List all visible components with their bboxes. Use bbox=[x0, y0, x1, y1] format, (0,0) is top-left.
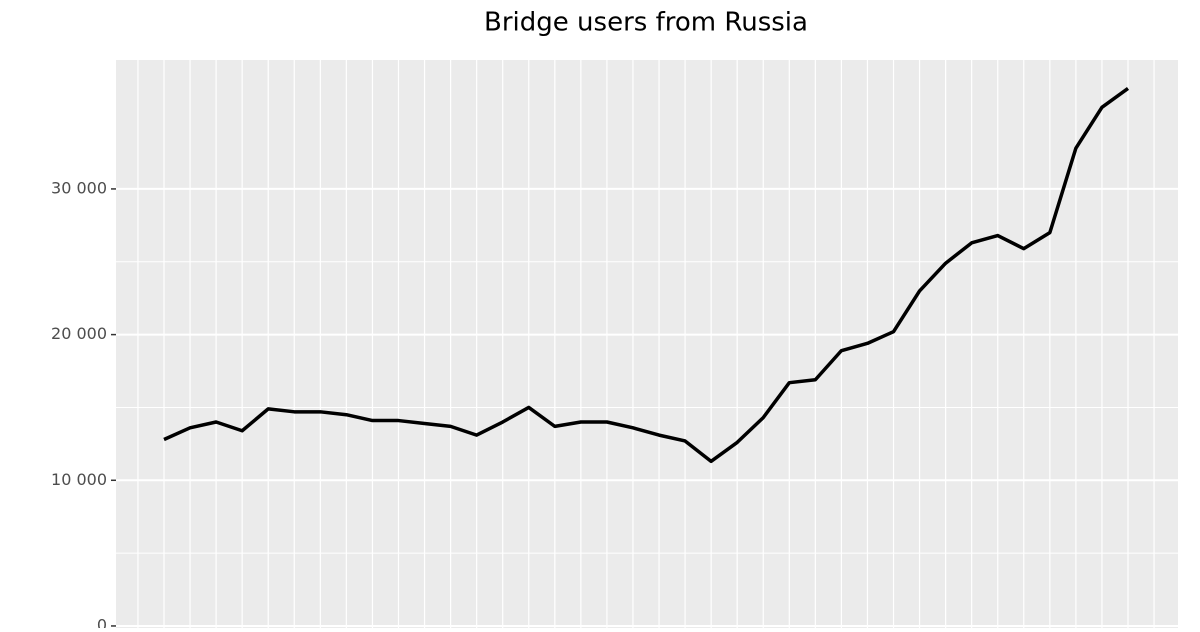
chart-title: Bridge users from Russia bbox=[484, 8, 808, 38]
y-tick-label: 30 000 bbox=[51, 178, 107, 197]
y-tick-label: 10 000 bbox=[51, 470, 107, 489]
y-tick-label: 0 bbox=[97, 615, 107, 628]
line bbox=[163, 86, 1130, 464]
y-tick-label: 20 000 bbox=[51, 324, 107, 343]
panel bbox=[116, 60, 1178, 628]
